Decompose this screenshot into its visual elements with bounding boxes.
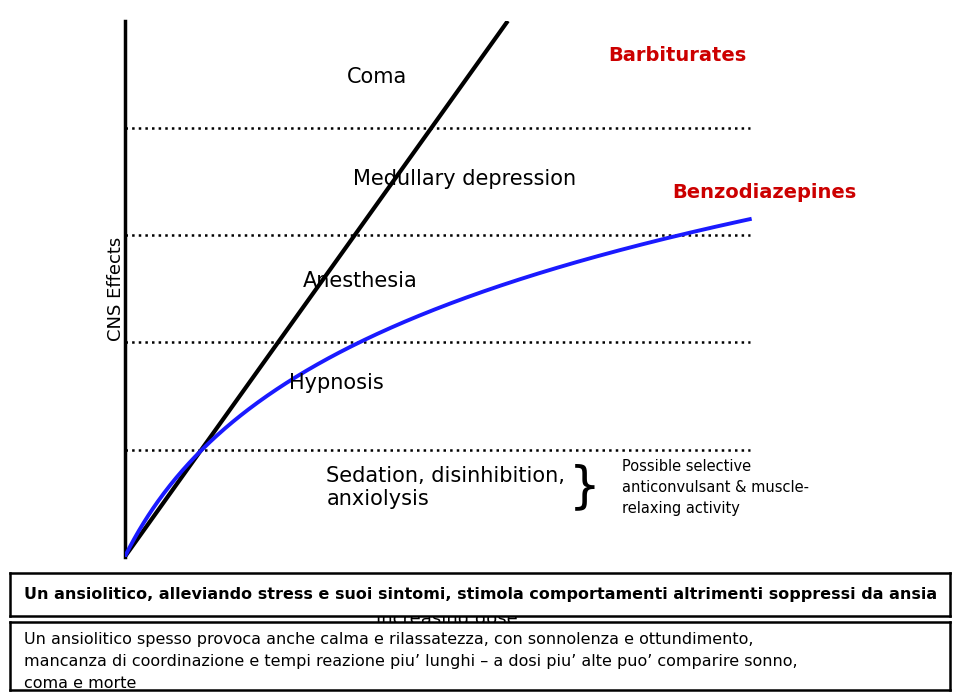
- Text: Barbiturates: Barbiturates: [609, 46, 747, 65]
- Text: Anesthesia: Anesthesia: [303, 271, 418, 291]
- Text: Increasing dose: Increasing dose: [376, 610, 518, 628]
- Text: Un ansiolitico spesso provoca anche calma e rilassatezza, con sonnolenza e ottun: Un ansiolitico spesso provoca anche calm…: [24, 633, 798, 690]
- Text: Sedation, disinhibition,
anxiolysis: Sedation, disinhibition, anxiolysis: [326, 466, 565, 509]
- Text: Possible selective
anticonvulsant & muscle-
relaxing activity: Possible selective anticonvulsant & musc…: [622, 459, 809, 516]
- Text: Benzodiazepines: Benzodiazepines: [672, 183, 856, 202]
- Text: }: }: [569, 463, 601, 511]
- Text: Un ansiolitico, alleviando stress e suoi sintomi, stimola comportamenti altrimen: Un ansiolitico, alleviando stress e suoi…: [24, 587, 937, 602]
- Text: Medullary depression: Medullary depression: [353, 169, 576, 189]
- Y-axis label: CNS Effects: CNS Effects: [108, 237, 126, 341]
- Text: Hypnosis: Hypnosis: [290, 372, 384, 393]
- Text: Coma: Coma: [347, 67, 407, 87]
